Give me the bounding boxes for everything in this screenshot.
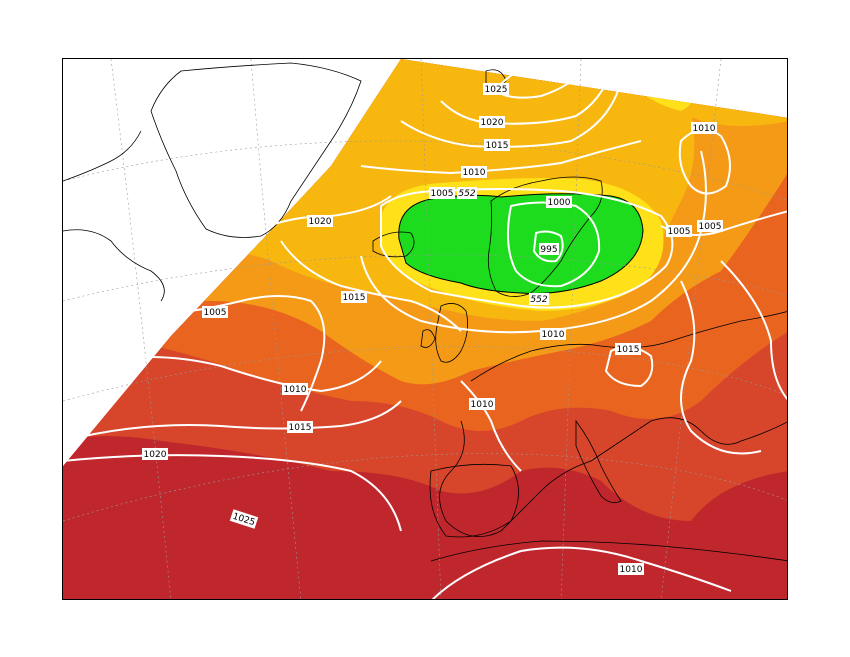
- isobar-label: 1015: [287, 421, 313, 433]
- svg-text:1020: 1020: [481, 118, 504, 128]
- isobar-1025-north: [494, 68, 582, 99]
- isobar-label: 1005: [202, 306, 228, 318]
- isobar-1020-atlantic: [63, 454, 402, 532]
- isobar-label: 995: [539, 243, 559, 255]
- svg-text:1000: 1000: [548, 198, 571, 208]
- isobar-label: 1020: [479, 116, 505, 128]
- svg-text:1010: 1010: [471, 400, 494, 410]
- isobar-label: 1010: [461, 166, 487, 178]
- isobar-label: 1010: [469, 398, 495, 410]
- isobar-label: 1005: [666, 225, 692, 237]
- svg-text:552: 552: [530, 295, 547, 305]
- isobar-label: 1010: [540, 328, 566, 340]
- iberia-coast: [429, 463, 519, 538]
- svg-text:552: 552: [458, 189, 475, 199]
- isobar-label: 552: [457, 187, 477, 199]
- africa-coast: [430, 540, 787, 562]
- isobar-label: 1005: [697, 220, 723, 232]
- isobar-label: 1025: [483, 83, 509, 95]
- svg-text:1010: 1010: [693, 124, 716, 134]
- isobar-label: 1020: [307, 215, 333, 227]
- isobar-label-layer: 1025 1020 1015 1010 1010 1005 552 1000 9…: [142, 83, 723, 575]
- weather-map-frame: 1025 1020 1015 1010 1010 1005 552 1000 9…: [62, 58, 788, 600]
- svg-text:1005: 1005: [668, 227, 691, 237]
- british-isles-coast: [420, 303, 469, 363]
- isobar-1010-north: [360, 140, 642, 175]
- svg-text:1010: 1010: [463, 168, 486, 178]
- isobar-label: 1010: [618, 563, 644, 575]
- weather-map: 1025 1020 1015 1010 1010 1005 552 1000 9…: [63, 59, 787, 599]
- isobar-label: 1020: [142, 448, 168, 460]
- isobar-label: 1010: [691, 122, 717, 134]
- svg-text:1015: 1015: [343, 293, 366, 303]
- svg-text:1025: 1025: [485, 85, 508, 95]
- isobar-1015-mid: [280, 240, 462, 332]
- svg-text:1010: 1010: [284, 385, 307, 395]
- svg-text:1015: 1015: [617, 345, 640, 355]
- isobar-1010-france: [460, 380, 522, 472]
- isobar-1010-west: [100, 356, 382, 393]
- coastlines: [63, 62, 787, 562]
- iceland-coast: [372, 231, 415, 258]
- svg-text:1005: 1005: [204, 308, 227, 318]
- isobar-1005-north: [380, 188, 674, 309]
- scandinavia-coast: [487, 176, 603, 297]
- svg-text:1015: 1015: [289, 423, 312, 433]
- isobar-1015-north: [400, 80, 622, 148]
- isobar-1010-med: [431, 546, 732, 599]
- svg-text:1020: 1020: [309, 217, 332, 227]
- svg-text:1010: 1010: [542, 330, 565, 340]
- svg-text:1010: 1010: [620, 565, 643, 575]
- italy-coast: [575, 419, 622, 504]
- isobar-1020-north: [440, 70, 612, 125]
- svg-text:995: 995: [540, 245, 557, 255]
- isobar-label: 1005: [429, 187, 455, 199]
- canada-coast: [63, 130, 165, 302]
- isobar-label: 1015: [484, 139, 510, 151]
- isobar-east-2: [720, 260, 787, 401]
- svg-text:1005: 1005: [699, 222, 722, 232]
- isobar-1015-atlantic: [63, 400, 402, 442]
- greenland-coast: [150, 62, 362, 238]
- svg-text:1015: 1015: [486, 141, 509, 151]
- isobar-label: 1015: [615, 343, 641, 355]
- isobar-995: [532, 230, 564, 263]
- svg-text:1005: 1005: [431, 189, 454, 199]
- isobar-label: 552: [529, 293, 549, 305]
- isobar-east-1: [680, 280, 762, 455]
- isobar-label: 1010: [282, 383, 308, 395]
- isobar-label: 1000: [546, 196, 572, 208]
- isobar-label: 1015: [341, 291, 367, 303]
- svg-text:1020: 1020: [144, 450, 167, 460]
